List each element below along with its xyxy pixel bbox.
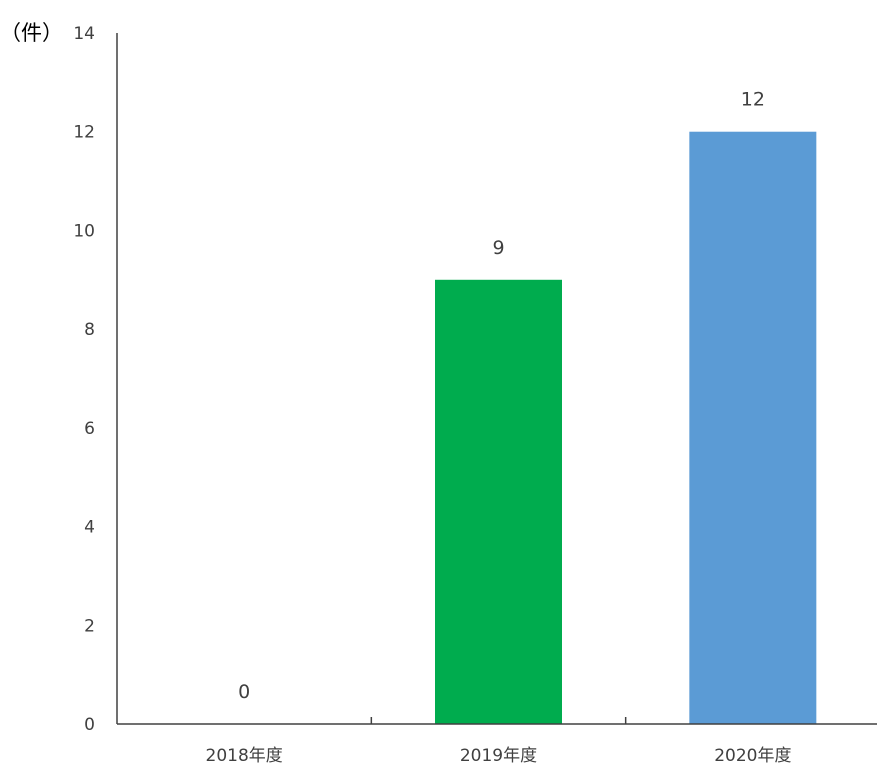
x-tick-label: 2019年度 xyxy=(460,746,537,766)
data-label: 12 xyxy=(741,89,765,111)
y-tick-label: 2 xyxy=(84,616,95,636)
y-tick-label: 12 xyxy=(73,123,95,143)
bar-2020年度 xyxy=(689,131,817,724)
y-tick-label: 4 xyxy=(84,518,95,538)
x-tick-label: 2018年度 xyxy=(206,746,283,766)
y-tick-label: 10 xyxy=(73,221,95,241)
x-tick-label: 2020年度 xyxy=(714,746,791,766)
y-axis-ticks: 0 2 4 6 8 10 12 14 xyxy=(73,24,95,735)
y-tick-label: 6 xyxy=(84,419,95,439)
y-tick-label: 0 xyxy=(84,715,95,735)
data-label: 0 xyxy=(238,681,250,703)
y-tick-label: 14 xyxy=(73,24,95,44)
y-tick-label: 8 xyxy=(84,320,95,340)
bars xyxy=(435,131,817,724)
data-label: 9 xyxy=(492,237,504,259)
x-axis-ticks: 2018年度 2019年度 2020年度 xyxy=(206,717,791,766)
data-labels: 0 9 12 xyxy=(238,89,765,703)
bar-2019年度 xyxy=(435,279,562,724)
y-axis-unit-label: （件） xyxy=(0,21,63,45)
